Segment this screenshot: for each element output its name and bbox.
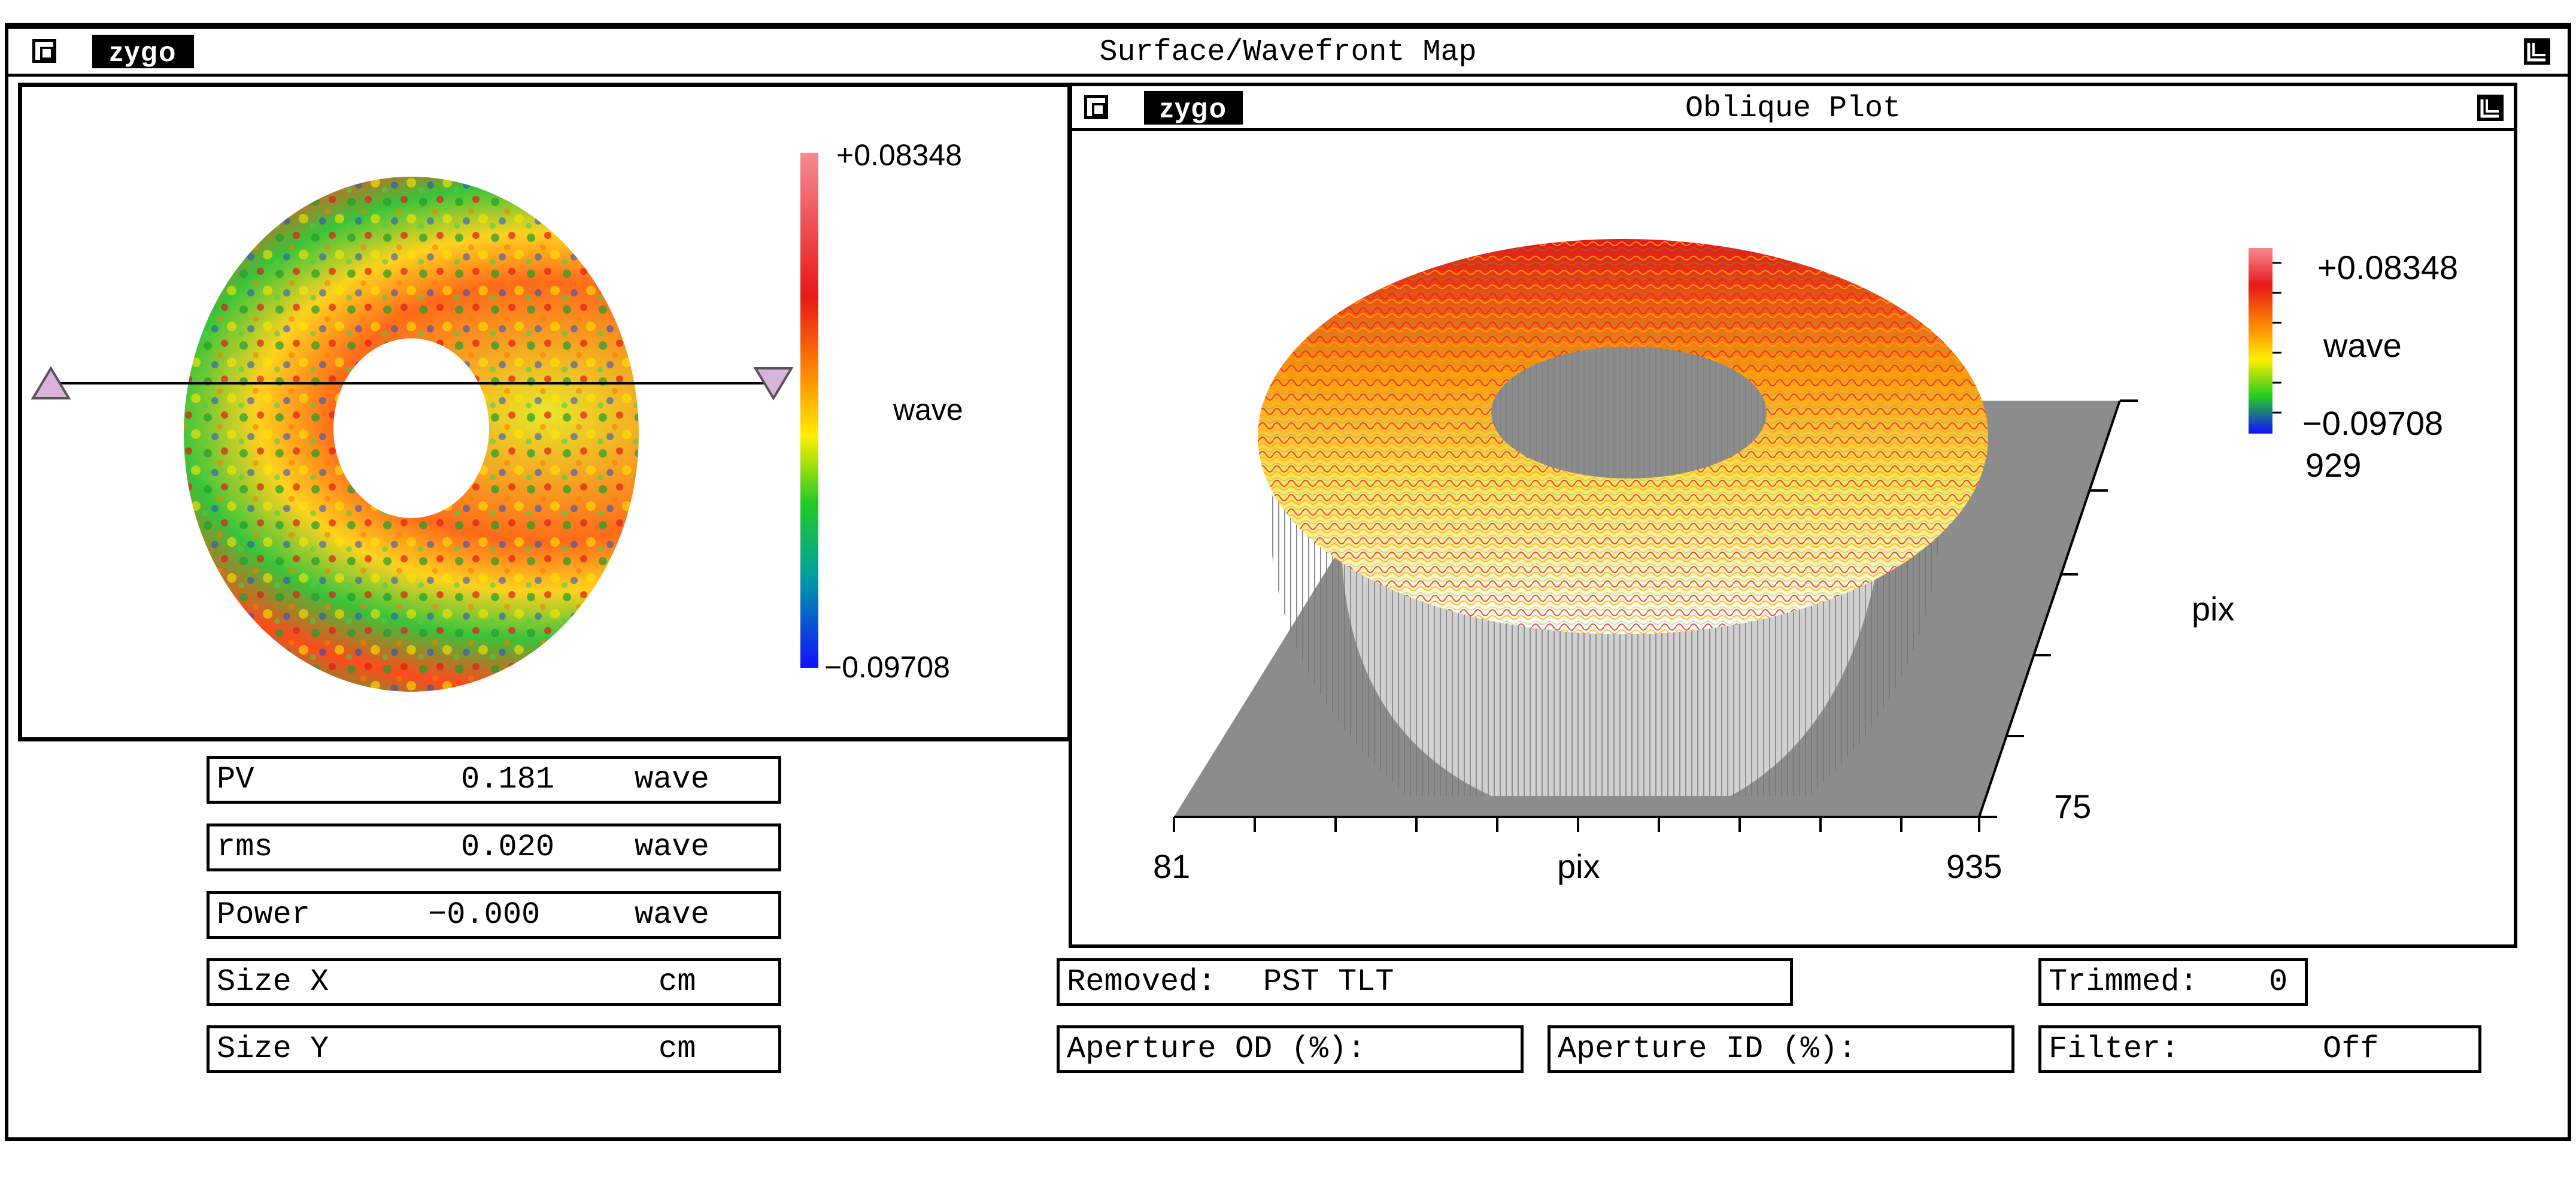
trimmed-label: Trimmed: [2049,964,2198,1000]
colorbar-min-label: −0.09708 [824,650,950,684]
filter-label: Filter: [2049,1031,2180,1067]
main-window [5,23,2571,1141]
trimmed-field: Trimmed: 0 [2038,958,2308,1006]
oblique-resize-corner-icon[interactable] [2476,93,2505,122]
power-field: Power −0.000 wave [207,891,781,939]
zygo-logo: zygo [92,35,194,68]
oblique-x-max-label: 935 [1946,847,2002,885]
colorbar [800,153,818,668]
aperture-od-label: Aperture OD (%): [1067,1031,1366,1067]
oblique-y-min-label: 75 [2054,788,2092,825]
surface-map-panel: +0.08348 wave −0.09708 [18,83,1072,741]
rms-value: 0.020 [461,829,555,865]
profile-marker-left-icon[interactable] [31,366,71,399]
power-unit: wave [635,897,709,932]
size-y-unit: cm [659,1031,696,1067]
rms-label: rms [217,829,273,865]
colorbar-max-label: +0.08348 [836,138,962,172]
oblique-title-bar: zygo Oblique Plot [1072,86,2514,131]
rms-field: rms 0.020 wave [207,823,781,871]
aperture-od-field: Aperture OD (%): [1057,1025,1524,1073]
pv-field: PV 0.181 wave [207,756,781,804]
aperture-id-label: Aperture ID (%): [1558,1031,1857,1067]
filter-value: Off [2323,1031,2379,1067]
removed-field: Removed: PST TLT [1057,958,1793,1006]
oblique-colorbar-min-label: −0.09708 [2302,404,2444,442]
oblique-plot-window: zygo Oblique Plot [1069,83,2517,948]
oblique-3d-plot [1173,239,2281,832]
removed-label: Removed: [1067,964,1216,1000]
oblique-x-axis-label: pix [1557,847,1600,885]
pv-label: PV [217,762,254,797]
size-x-label: Size X [217,964,329,1000]
oblique-y-axis-label: pix [2192,590,2235,628]
oblique-close-box-icon[interactable] [1084,95,1108,119]
colorbar-unit-label: wave [893,393,963,426]
oblique-y-max-label: 929 [2305,446,2362,484]
close-box-icon[interactable] [32,39,56,63]
power-value: −0.000 [428,897,541,932]
size-y-field: Size Y cm [207,1025,781,1073]
size-x-unit: cm [659,964,696,1000]
oblique-colorbar-unit-label: wave [2323,326,2402,364]
pv-unit: wave [635,762,709,797]
profile-marker-right-icon[interactable] [753,367,794,401]
surface-map-plot [22,87,1067,737]
pv-value: 0.181 [461,762,555,797]
rms-unit: wave [635,829,709,865]
oblique-x-min-label: 81 [1153,847,1191,885]
removed-value: PST TLT [1263,964,1394,1000]
oblique-colorbar [2249,248,2272,434]
power-label: Power [217,897,311,932]
size-x-field: Size X cm [207,958,781,1006]
filter-field: Filter: Off [2038,1025,2481,1073]
trimmed-value: 0 [2269,964,2288,1000]
main-title-bar: zygo Surface/Wavefront Map [8,29,2568,77]
oblique-colorbar-max-label: +0.08348 [2317,249,2459,286]
oblique-zygo-logo: zygo [1144,91,1243,125]
window-title: Surface/Wavefront Map [1099,35,1477,69]
resize-corner-icon[interactable] [2523,37,2551,66]
oblique-title: Oblique Plot [1685,92,1901,126]
aperture-id-field: Aperture ID (%): [1548,1025,2014,1073]
size-y-label: Size Y [217,1031,329,1067]
